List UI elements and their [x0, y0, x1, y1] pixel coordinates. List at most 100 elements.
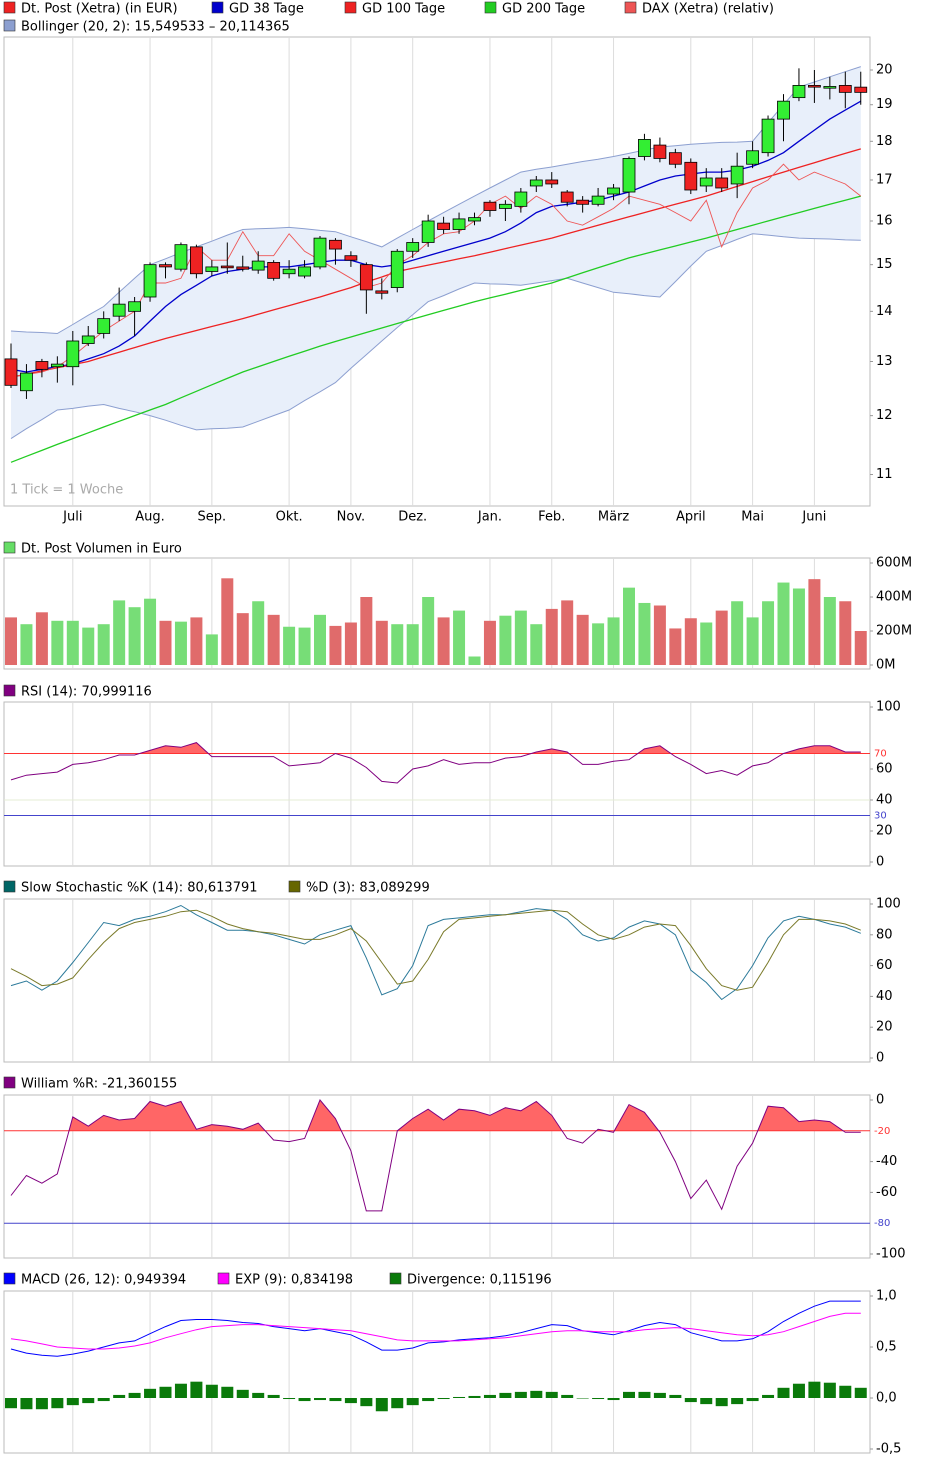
legend-label: Bollinger (20, 2): 15,549533 – 20,114365 — [21, 20, 290, 35]
y-tick-label: 100 — [876, 897, 901, 912]
candle-body — [174, 244, 188, 270]
y-tick-label: 19 — [876, 97, 893, 112]
indicator-line — [10, 904, 861, 1001]
divergence-bar — [483, 1394, 496, 1398]
volume-bar — [638, 602, 651, 665]
divergence-bar — [453, 1396, 466, 1398]
legend-swatch — [3, 880, 16, 893]
volume-bar — [700, 622, 713, 665]
volume-bar — [82, 627, 95, 665]
moving-average-line — [10, 195, 861, 463]
divergence-bar — [468, 1395, 481, 1398]
candle-body — [81, 335, 95, 344]
legend-swatch — [211, 1, 224, 14]
divergence-bar — [545, 1391, 558, 1398]
legend-label: Slow Stochastic %K (14): 80,613791 — [21, 881, 258, 896]
y-tick-label: 18 — [876, 134, 893, 149]
divergence-bar — [499, 1392, 512, 1398]
volume-bar — [762, 601, 775, 665]
divergence-bar — [592, 1398, 605, 1400]
divergence-bar — [314, 1398, 326, 1401]
divergence-bar — [808, 1381, 821, 1398]
candle-body — [468, 217, 481, 222]
y-tick-label: 0,5 — [876, 1340, 897, 1355]
volume-bar — [236, 613, 249, 665]
divergence-bar — [839, 1385, 852, 1398]
volume-bar — [113, 600, 126, 665]
legend-swatch — [3, 19, 16, 32]
indicator-line — [10, 1300, 861, 1357]
candle-body — [668, 152, 682, 165]
candle-body — [421, 220, 435, 243]
volume-bar — [360, 597, 373, 665]
annotation: 1 Tick = 1 Woche — [10, 483, 123, 498]
candle-body — [359, 264, 373, 291]
x-tick-label: März — [598, 510, 630, 525]
volume-bar — [283, 626, 296, 665]
volume-bar — [267, 614, 280, 665]
candle-body — [159, 264, 172, 268]
volume-bar — [530, 624, 543, 665]
y-tick-label: 1,0 — [876, 1289, 897, 1304]
candle-body — [251, 260, 265, 271]
candle-body — [452, 218, 466, 230]
x-tick-label: Feb. — [538, 510, 565, 525]
candle-body — [746, 150, 759, 165]
threshold-fill — [11, 742, 861, 754]
y-tick-label: 0 — [876, 1051, 884, 1066]
volume-bar — [5, 617, 17, 665]
candle-body — [545, 179, 559, 185]
volume-bar — [329, 625, 342, 665]
volume-bar — [684, 618, 697, 665]
volume-bar — [190, 617, 203, 665]
volume-bar — [422, 597, 435, 665]
bollinger-lower — [10, 233, 861, 440]
volume-bar — [823, 597, 836, 665]
volume-bar — [159, 620, 172, 665]
divergence-bar — [344, 1398, 357, 1404]
volume-bar — [576, 614, 589, 665]
volume-bar — [205, 634, 218, 665]
candle-body — [715, 177, 729, 189]
volume-bar — [715, 610, 728, 665]
volume-bar — [592, 623, 605, 665]
volume-bar — [66, 620, 79, 665]
candle-body — [607, 187, 620, 195]
candle-body — [112, 303, 126, 317]
volume-bar — [252, 601, 265, 665]
candle-body — [838, 85, 852, 93]
legend-label: GD 100 Tage — [362, 2, 445, 17]
y-tick-label: 400M — [876, 590, 912, 605]
volume-bar — [854, 631, 867, 665]
candle-body — [267, 262, 281, 279]
candle-body — [35, 361, 49, 370]
candle-body — [699, 177, 713, 187]
volume-bar — [792, 588, 805, 665]
divergence-bar — [128, 1392, 141, 1398]
divergence-bar — [221, 1386, 234, 1398]
divergence-bar — [190, 1381, 203, 1398]
y-tick-label: 100 — [876, 700, 901, 715]
candle-body — [189, 246, 203, 275]
volume-bar — [839, 601, 852, 665]
divergence-bar — [375, 1398, 388, 1412]
candle-body — [50, 363, 64, 368]
volume-bar — [298, 627, 311, 665]
divergence-bar — [792, 1383, 805, 1398]
divergence-bar — [283, 1398, 296, 1400]
volume-bar — [344, 622, 357, 665]
divergence-bar — [715, 1398, 728, 1407]
x-tick-label: April — [676, 510, 706, 525]
candle-body — [576, 199, 590, 205]
divergence-bar — [422, 1398, 435, 1402]
legend-label: Dt. Post (Xetra) (in EUR) — [21, 2, 178, 17]
divergence-bar — [252, 1392, 265, 1398]
candle-body — [653, 144, 667, 159]
legend-swatch — [484, 1, 497, 14]
divergence-bar — [746, 1398, 759, 1402]
legend-swatch — [389, 1272, 402, 1285]
y-tick-label: 60 — [876, 762, 893, 777]
volume-bar — [777, 582, 790, 665]
candle-body — [313, 237, 327, 268]
